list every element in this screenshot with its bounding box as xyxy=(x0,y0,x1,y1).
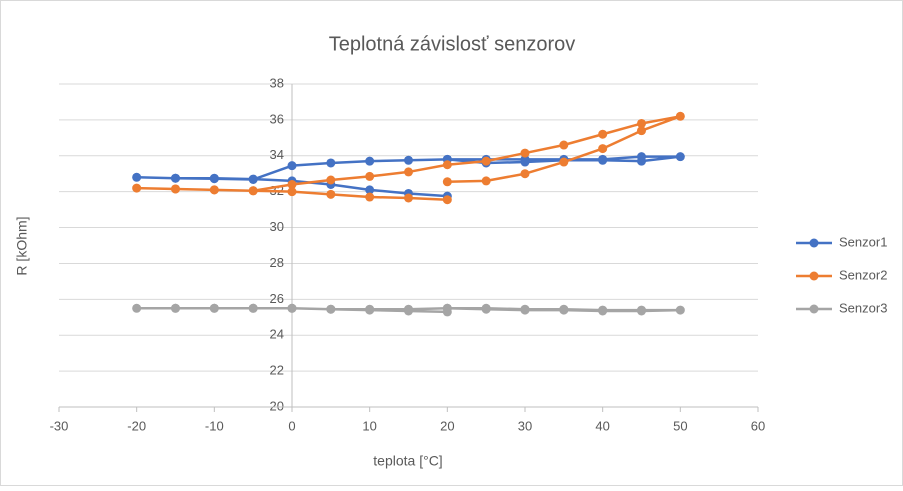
legend-label: Senzor2 xyxy=(839,267,887,282)
data-point xyxy=(326,189,336,199)
data-point xyxy=(637,126,646,136)
y-tick-label: 38 xyxy=(270,75,284,90)
legend-marker xyxy=(809,271,819,281)
x-tick-label: -10 xyxy=(205,418,224,433)
data-point xyxy=(248,174,258,184)
legend-label: Senzor1 xyxy=(839,234,887,249)
y-tick-label: 30 xyxy=(270,219,284,234)
data-point xyxy=(132,172,142,182)
y-axis-label: R [kOhm] xyxy=(14,216,30,275)
data-point xyxy=(675,111,685,121)
y-tick-label: 28 xyxy=(270,255,284,270)
x-tick-label: -30 xyxy=(50,418,69,433)
data-point xyxy=(559,305,569,315)
y-tick-label: 34 xyxy=(270,147,284,162)
y-tick-label: 36 xyxy=(270,111,284,126)
data-point xyxy=(365,171,375,181)
data-point xyxy=(287,161,297,171)
x-axis-label: teplota [°C] xyxy=(373,453,442,469)
x-tick-label: 20 xyxy=(440,418,454,433)
y-tick-label: 20 xyxy=(270,398,284,413)
data-point xyxy=(171,173,180,183)
data-point xyxy=(171,184,180,194)
data-point xyxy=(598,129,608,139)
data-point xyxy=(520,148,530,158)
data-point xyxy=(559,157,569,167)
data-point xyxy=(365,192,375,202)
data-point xyxy=(365,185,375,195)
x-tick-label: 50 xyxy=(673,418,687,433)
data-point xyxy=(287,187,297,197)
x-tick-label: 30 xyxy=(518,418,532,433)
data-point xyxy=(209,174,219,184)
data-point xyxy=(637,118,646,128)
data-point xyxy=(559,140,569,150)
data-point xyxy=(404,193,413,203)
data-point xyxy=(326,158,336,168)
data-point xyxy=(598,155,608,165)
data-point xyxy=(365,304,375,314)
data-point xyxy=(675,152,685,162)
data-point xyxy=(287,179,297,189)
data-point xyxy=(132,183,142,193)
x-tick-label: -20 xyxy=(127,418,146,433)
data-point xyxy=(637,306,646,316)
data-point xyxy=(598,306,608,316)
data-point xyxy=(637,156,646,166)
y-tick-label: 26 xyxy=(270,291,284,306)
data-point xyxy=(209,185,219,195)
x-tick-label: 10 xyxy=(362,418,376,433)
data-point xyxy=(326,175,336,185)
x-tick-label: 0 xyxy=(288,418,295,433)
data-point xyxy=(404,167,413,177)
data-point xyxy=(365,156,375,166)
data-point xyxy=(598,144,608,154)
x-tick-label: 60 xyxy=(751,418,765,433)
data-point xyxy=(520,305,530,315)
data-point xyxy=(209,303,219,313)
data-point xyxy=(442,160,452,170)
data-point xyxy=(520,169,530,179)
data-point xyxy=(442,303,452,313)
legend-marker xyxy=(809,238,819,248)
data-point xyxy=(404,304,413,314)
data-point xyxy=(287,303,297,313)
chart-title: Teplotná závislosť senzorov xyxy=(329,33,576,55)
data-point xyxy=(132,303,142,313)
data-point xyxy=(675,305,685,315)
y-tick-label: 22 xyxy=(270,363,284,378)
y-tick-label: 24 xyxy=(270,327,284,342)
data-point xyxy=(326,304,336,314)
data-point xyxy=(481,304,491,314)
data-point xyxy=(442,195,452,205)
data-point xyxy=(481,176,491,186)
legend-label: Senzor3 xyxy=(839,300,887,315)
x-tick-label: 40 xyxy=(595,418,609,433)
data-point xyxy=(520,157,530,167)
legend-marker xyxy=(809,304,819,314)
data-point xyxy=(481,156,491,166)
data-point xyxy=(442,177,452,187)
data-point xyxy=(248,186,258,196)
data-point xyxy=(171,303,180,313)
data-point xyxy=(248,303,258,313)
data-point xyxy=(404,155,413,165)
